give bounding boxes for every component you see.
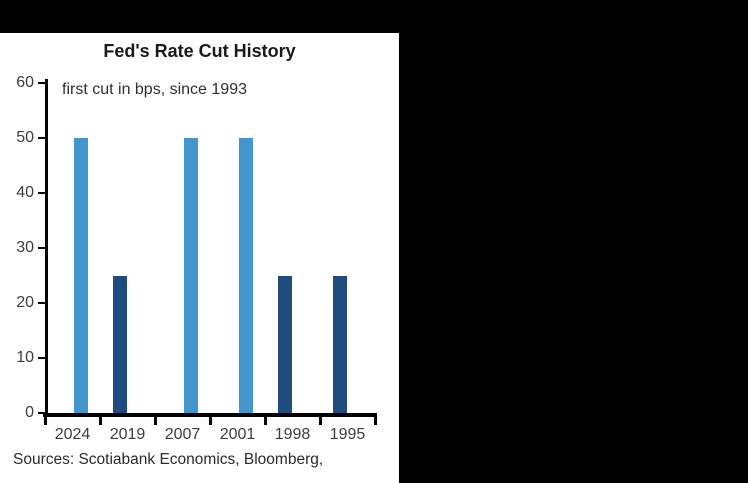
- y-tick-label: 0: [25, 404, 34, 421]
- y-tick-mark: [38, 247, 45, 249]
- x-tick-mark: [209, 417, 212, 425]
- y-tick-mark: [38, 137, 45, 139]
- chart-title: Fed's Rate Cut History: [103, 41, 296, 61]
- x-tick-mark: [154, 417, 157, 425]
- bar-2001: [238, 138, 253, 413]
- y-tick-mark: [38, 412, 45, 414]
- y-tick-label: 60: [16, 74, 34, 91]
- bar-2019: [112, 275, 127, 413]
- bar-1995: [332, 275, 347, 413]
- x-axis: [43, 413, 377, 417]
- x-tick-mark: [319, 417, 322, 425]
- x-tick-label: 1998: [274, 426, 311, 443]
- chart-subtitle: first cut in bps, since 1993: [62, 81, 247, 98]
- chart-panel: Fed's Rate Cut History first cut in bps,…: [0, 33, 399, 483]
- x-tick-mark: [99, 417, 102, 425]
- y-tick-label: 30: [16, 239, 34, 256]
- x-tick-mark: [264, 417, 267, 425]
- x-tick-label: 2024: [54, 426, 91, 443]
- bar-2024: [73, 138, 88, 413]
- bar-2007: [183, 138, 198, 413]
- y-tick-mark: [38, 192, 45, 194]
- x-tick-label: 2019: [109, 426, 146, 443]
- source-note: Sources: Scotiabank Economics, Bloomberg…: [13, 451, 324, 468]
- x-tick-label: 2001: [219, 426, 256, 443]
- y-tick-mark: [38, 82, 45, 84]
- x-tick-label: 2007: [164, 426, 201, 443]
- x-tick-mark: [374, 417, 377, 425]
- x-tick-mark: [44, 417, 47, 425]
- y-tick-label: 40: [16, 184, 34, 201]
- y-axis: [45, 79, 48, 417]
- y-tick-mark: [38, 357, 45, 359]
- y-tick-label: 10: [16, 349, 34, 366]
- y-tick-label: 50: [16, 129, 34, 146]
- x-tick-label: 1995: [329, 426, 366, 443]
- y-tick-label: 20: [16, 294, 34, 311]
- y-tick-mark: [38, 302, 45, 304]
- bar-1998: [277, 275, 292, 413]
